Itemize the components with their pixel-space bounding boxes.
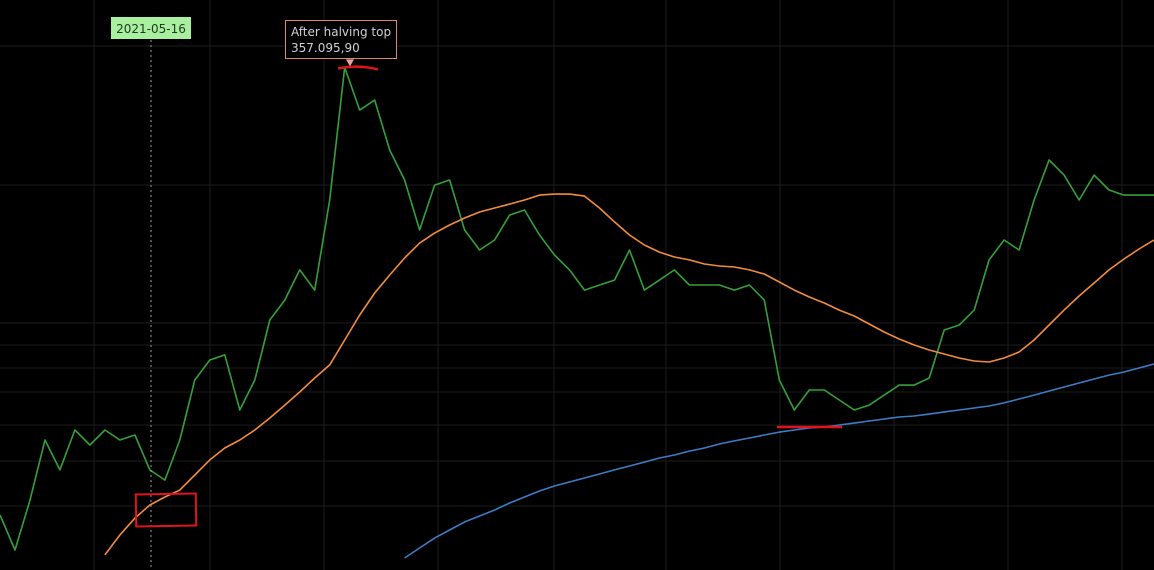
series-line xyxy=(104,193,1154,556)
highlight-box xyxy=(134,492,198,528)
annotation-value: 357.095,90 xyxy=(291,41,360,55)
series-line xyxy=(0,66,1154,551)
crosshair-label-box xyxy=(111,17,191,39)
series-line xyxy=(404,363,1154,559)
annotation-arrow xyxy=(346,59,354,67)
crosshair-label: 2021-05-16 xyxy=(116,22,186,36)
annotation-text: After halving top xyxy=(291,25,391,39)
annotation-box xyxy=(285,20,397,59)
annotation-marker xyxy=(337,65,379,71)
series-group xyxy=(0,66,1154,559)
